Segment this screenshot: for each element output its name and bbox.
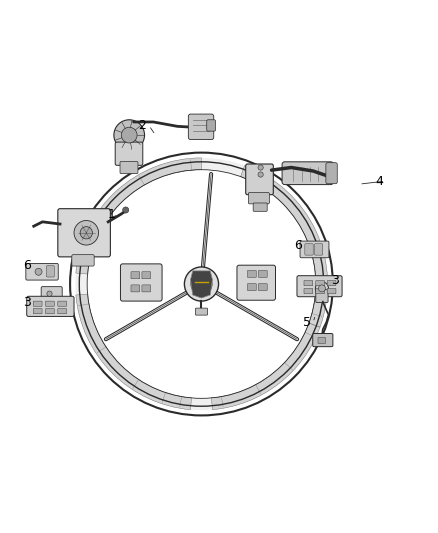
Circle shape: [121, 127, 137, 143]
FancyBboxPatch shape: [46, 265, 54, 277]
Text: 4: 4: [375, 175, 383, 188]
Text: 1: 1: [108, 208, 116, 221]
FancyBboxPatch shape: [318, 337, 325, 344]
FancyBboxPatch shape: [246, 164, 273, 195]
Ellipse shape: [87, 169, 316, 398]
Text: 6: 6: [294, 239, 302, 252]
FancyBboxPatch shape: [72, 255, 94, 266]
Circle shape: [114, 120, 145, 150]
FancyBboxPatch shape: [304, 288, 313, 294]
FancyBboxPatch shape: [316, 280, 325, 286]
Wedge shape: [212, 323, 320, 410]
Text: 3: 3: [23, 296, 31, 309]
Text: 3: 3: [331, 274, 339, 287]
FancyBboxPatch shape: [33, 309, 42, 314]
FancyBboxPatch shape: [120, 161, 138, 174]
FancyBboxPatch shape: [142, 272, 151, 279]
FancyBboxPatch shape: [115, 142, 143, 165]
FancyBboxPatch shape: [313, 334, 333, 346]
FancyBboxPatch shape: [258, 270, 267, 278]
FancyBboxPatch shape: [188, 114, 214, 140]
FancyBboxPatch shape: [316, 290, 328, 302]
Circle shape: [47, 291, 52, 296]
Circle shape: [184, 267, 219, 301]
Circle shape: [123, 207, 129, 213]
FancyBboxPatch shape: [131, 272, 140, 279]
FancyBboxPatch shape: [33, 301, 42, 306]
FancyBboxPatch shape: [207, 120, 215, 131]
FancyBboxPatch shape: [58, 301, 67, 306]
FancyBboxPatch shape: [316, 288, 325, 294]
FancyBboxPatch shape: [58, 309, 67, 314]
Circle shape: [80, 227, 92, 239]
FancyBboxPatch shape: [46, 301, 54, 306]
FancyBboxPatch shape: [26, 263, 58, 280]
FancyBboxPatch shape: [304, 280, 313, 286]
FancyBboxPatch shape: [142, 285, 151, 292]
FancyBboxPatch shape: [195, 308, 208, 315]
FancyBboxPatch shape: [258, 284, 267, 290]
FancyBboxPatch shape: [41, 287, 62, 301]
Circle shape: [35, 268, 42, 275]
FancyBboxPatch shape: [305, 244, 313, 255]
Circle shape: [74, 221, 99, 245]
FancyBboxPatch shape: [131, 285, 140, 292]
FancyBboxPatch shape: [297, 276, 342, 297]
Text: 6: 6: [23, 259, 31, 272]
Wedge shape: [76, 294, 191, 410]
FancyBboxPatch shape: [120, 264, 162, 301]
FancyBboxPatch shape: [58, 209, 110, 257]
FancyBboxPatch shape: [248, 192, 269, 204]
FancyBboxPatch shape: [314, 244, 323, 255]
FancyBboxPatch shape: [327, 288, 336, 294]
Circle shape: [315, 282, 328, 295]
FancyBboxPatch shape: [46, 309, 54, 314]
Circle shape: [258, 172, 263, 177]
Circle shape: [318, 285, 325, 292]
Wedge shape: [240, 165, 328, 327]
FancyBboxPatch shape: [300, 241, 329, 258]
FancyBboxPatch shape: [327, 280, 336, 286]
FancyBboxPatch shape: [282, 162, 333, 184]
Text: 5: 5: [303, 316, 311, 329]
Circle shape: [191, 273, 212, 295]
Text: 2: 2: [138, 119, 146, 132]
Wedge shape: [76, 158, 201, 274]
Ellipse shape: [75, 158, 328, 410]
FancyBboxPatch shape: [27, 296, 74, 317]
FancyBboxPatch shape: [253, 203, 267, 211]
Circle shape: [258, 165, 263, 170]
FancyBboxPatch shape: [237, 265, 276, 300]
FancyBboxPatch shape: [247, 270, 256, 278]
FancyBboxPatch shape: [326, 163, 337, 184]
FancyBboxPatch shape: [247, 284, 256, 290]
Polygon shape: [191, 271, 212, 298]
